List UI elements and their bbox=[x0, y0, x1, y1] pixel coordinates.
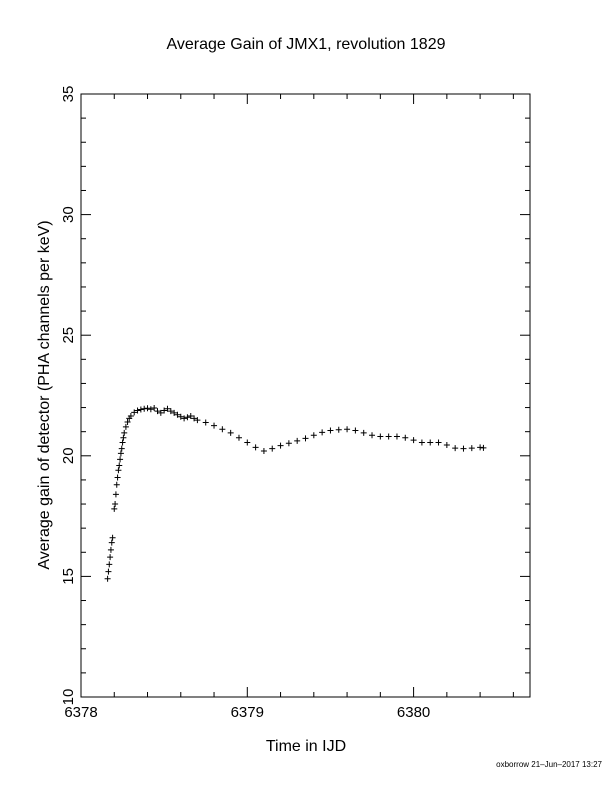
data-point bbox=[118, 445, 125, 452]
data-point bbox=[187, 413, 194, 420]
data-point bbox=[327, 427, 334, 434]
y-axis-label: Average gain of detector (PHA channels p… bbox=[36, 220, 53, 569]
data-point bbox=[112, 501, 119, 508]
data-point bbox=[194, 417, 201, 424]
data-point bbox=[157, 409, 164, 416]
data-point bbox=[393, 433, 400, 440]
data-point bbox=[116, 462, 123, 469]
data-point bbox=[164, 405, 171, 412]
data-point bbox=[460, 445, 467, 452]
data-point bbox=[227, 429, 234, 436]
data-point bbox=[360, 429, 367, 436]
y-tick-label: 10 bbox=[60, 689, 77, 706]
data-point bbox=[171, 409, 178, 416]
data-point bbox=[115, 467, 122, 474]
data-point bbox=[107, 554, 114, 561]
data-point bbox=[191, 415, 198, 422]
data-point bbox=[377, 433, 384, 440]
data-point bbox=[468, 445, 475, 452]
data-point bbox=[335, 426, 342, 433]
data-point bbox=[410, 437, 417, 444]
data-point bbox=[127, 413, 134, 420]
data-point bbox=[435, 439, 442, 446]
data-point bbox=[244, 439, 251, 446]
data-point bbox=[285, 440, 292, 447]
data-point bbox=[106, 561, 113, 568]
x-tick-label: 6380 bbox=[397, 704, 430, 721]
data-point bbox=[105, 568, 112, 575]
data-point bbox=[117, 456, 124, 463]
data-point bbox=[117, 450, 124, 457]
points-layer bbox=[104, 405, 487, 582]
y-tick-label: 25 bbox=[60, 327, 77, 344]
data-point bbox=[161, 407, 168, 414]
data-point bbox=[202, 419, 209, 426]
data-point bbox=[111, 505, 118, 512]
data-point bbox=[302, 435, 309, 442]
data-point bbox=[294, 437, 301, 444]
y-tick-label: 35 bbox=[60, 86, 77, 103]
data-point bbox=[181, 415, 188, 422]
data-point bbox=[184, 414, 191, 421]
data-point bbox=[109, 534, 116, 541]
data-point bbox=[344, 426, 351, 433]
data-point bbox=[112, 491, 119, 498]
footer-stamp: oxborrow 21–Jun–2017 13:27 bbox=[496, 760, 602, 769]
y-tick-label: 15 bbox=[60, 568, 77, 585]
data-point bbox=[177, 413, 184, 420]
data-point bbox=[452, 445, 459, 452]
data-point bbox=[137, 406, 144, 413]
data-point bbox=[260, 447, 267, 454]
ticks-layer bbox=[80, 93, 530, 698]
data-point bbox=[121, 429, 128, 436]
data-point bbox=[144, 405, 151, 412]
data-point bbox=[319, 429, 326, 436]
data-point bbox=[235, 434, 242, 441]
data-point bbox=[151, 405, 158, 412]
data-point bbox=[427, 439, 434, 446]
data-point bbox=[252, 444, 259, 451]
data-point bbox=[122, 423, 129, 430]
data-point bbox=[124, 419, 131, 426]
data-point bbox=[154, 408, 161, 415]
data-point bbox=[269, 445, 276, 452]
plot-frame bbox=[80, 93, 531, 698]
data-point bbox=[443, 441, 450, 448]
data-point bbox=[480, 444, 487, 451]
data-point bbox=[211, 422, 218, 429]
data-point bbox=[131, 409, 138, 416]
data-point bbox=[174, 411, 181, 418]
x-tick-label: 6378 bbox=[64, 704, 97, 721]
data-point bbox=[134, 407, 141, 414]
x-tick-label: 6379 bbox=[231, 704, 264, 721]
data-point bbox=[119, 439, 126, 446]
tick-labels-layer: 10 15 20 25 30 35 6378 6379 6380 bbox=[60, 86, 430, 721]
y-tick-label: 30 bbox=[60, 206, 77, 223]
data-point bbox=[107, 546, 114, 553]
data-point bbox=[352, 427, 359, 434]
data-point bbox=[310, 432, 317, 439]
data-point bbox=[369, 432, 376, 439]
data-point bbox=[385, 433, 392, 440]
data-point bbox=[219, 426, 226, 433]
data-point bbox=[114, 474, 121, 481]
y-tick-label: 20 bbox=[60, 447, 77, 464]
data-point bbox=[167, 408, 174, 415]
data-point bbox=[418, 439, 425, 446]
data-point bbox=[277, 442, 284, 449]
data-point bbox=[147, 406, 154, 413]
x-axis-label: Time in IJD bbox=[265, 738, 347, 755]
data-point bbox=[108, 539, 115, 546]
data-point bbox=[113, 481, 120, 488]
data-point bbox=[104, 575, 111, 582]
chart-title: Average Gain of JMX1, revolution 1829 bbox=[166, 36, 446, 53]
data-point bbox=[120, 434, 127, 441]
data-point bbox=[402, 434, 409, 441]
